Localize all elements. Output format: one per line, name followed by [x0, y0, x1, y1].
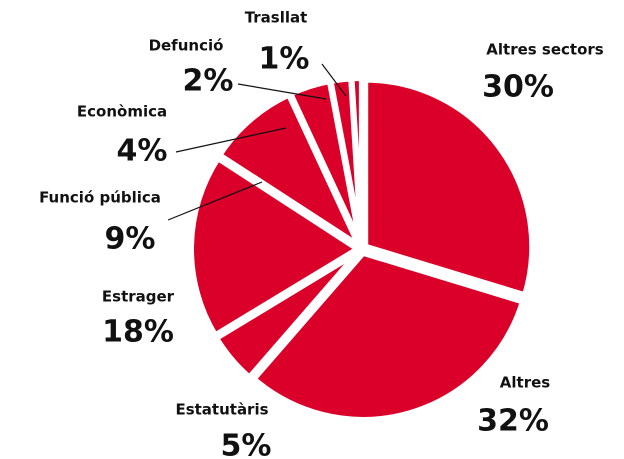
leader-line — [237, 83, 327, 100]
leader-line — [175, 127, 287, 153]
slice-label: Funció pública — [39, 189, 161, 207]
slice-label: Estatutàris — [175, 401, 268, 419]
pie-slice — [188, 153, 364, 340]
slice-value-label: 9% — [105, 222, 156, 257]
slice-label: Defunció — [149, 37, 224, 55]
slice-value-label: 18% — [102, 315, 174, 350]
pie-slice — [362, 76, 536, 299]
slice-value-label: 30% — [482, 70, 554, 105]
slice-label: Trasllat — [245, 9, 308, 27]
leader-line — [167, 181, 263, 221]
slice-label: Estrager — [102, 288, 175, 306]
slice-value-label: 1% — [259, 42, 310, 77]
slice-label: Altres sectors — [486, 41, 604, 59]
slice-value-label: 5% — [221, 429, 272, 459]
leader-line — [321, 63, 347, 97]
pie-slice — [211, 249, 362, 382]
pie-slice — [249, 249, 527, 423]
slice-label: Econòmica — [77, 103, 167, 121]
leader-lines — [167, 63, 347, 221]
slice-label: Altres — [500, 374, 550, 392]
pie-slice — [215, 90, 367, 255]
slice-value-label: 2% — [183, 64, 234, 99]
slice-value-label: 32% — [477, 404, 549, 439]
slice-value-label: 4% — [117, 134, 168, 169]
